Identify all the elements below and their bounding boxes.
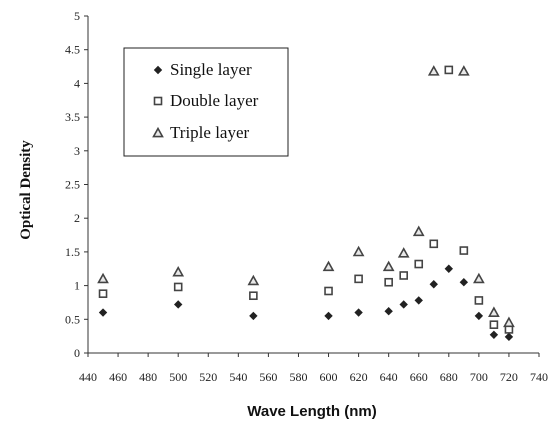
legend-label-double: Double layer — [170, 91, 259, 110]
data-point-single — [174, 300, 183, 309]
y-tick-label: 1.5 — [65, 245, 80, 259]
legend-marker-double — [153, 96, 163, 106]
data-point-single — [249, 311, 258, 321]
data-point-triple — [352, 245, 365, 257]
data-point-single — [459, 278, 469, 287]
x-tick-label: 460 — [109, 370, 127, 384]
data-point-double — [354, 274, 363, 284]
data-point-triple — [382, 260, 395, 272]
data-point-single — [384, 307, 393, 316]
data-point-double — [98, 289, 108, 298]
x-tick-label: 480 — [139, 370, 157, 384]
data-point-triple — [503, 316, 515, 328]
y-tick-label: 3 — [74, 144, 80, 158]
data-point-double — [414, 259, 424, 269]
data-point-double — [429, 239, 439, 249]
data-point-double — [474, 296, 484, 305]
data-point-triple — [457, 65, 470, 76]
data-point-triple — [97, 272, 109, 284]
legend-box — [123, 47, 289, 157]
data-point-double — [489, 320, 499, 329]
data-point-triple — [397, 247, 410, 258]
data-point-triple — [473, 272, 485, 284]
legend-label-single: Single layer — [170, 60, 252, 79]
data-point-triple — [488, 306, 500, 317]
x-tick-label: 720 — [500, 370, 518, 384]
data-point-triple — [247, 274, 260, 286]
x-tick-label: 560 — [259, 370, 277, 384]
data-point-single — [98, 308, 108, 317]
y-tick-label: 4.5 — [65, 43, 80, 57]
data-point-single — [444, 264, 453, 273]
data-point-single — [504, 332, 514, 342]
x-axis-label: Wave Length (nm) — [247, 403, 376, 420]
x-tick-label: 600 — [320, 370, 338, 384]
data-point-triple — [412, 225, 425, 237]
x-tick-label: 540 — [229, 370, 247, 384]
x-tick-label: 700 — [470, 370, 488, 384]
legend: Single layer Double layer Triple layer — [123, 47, 289, 157]
data-point-double — [399, 271, 409, 280]
legend-label-triple: Triple layer — [170, 123, 250, 142]
data-point-double — [173, 282, 183, 292]
y-tick-label: 0.5 — [65, 312, 80, 326]
x-tick-label: 580 — [289, 370, 307, 384]
y-axis-ticks: 0 0.5 1 1.5 2 2.5 3 3.5 4 4.5 5 — [65, 9, 88, 360]
data-point-triple — [172, 265, 185, 277]
y-tick-label: 4 — [74, 76, 80, 90]
data-points — [97, 65, 515, 342]
legend-marker-single — [153, 65, 163, 75]
data-point-single — [399, 300, 408, 309]
x-axis-ticks: 440 460 480 500 520 540 560 580 600 620 640 660 680 7… — [79, 353, 548, 384]
data-point-single — [414, 296, 423, 305]
y-tick-label: 2.5 — [65, 178, 80, 192]
data-point-double — [249, 291, 258, 301]
x-tick-label: 500 — [169, 370, 187, 384]
x-tick-label: 520 — [199, 370, 217, 384]
y-tick-label: 1 — [74, 279, 80, 293]
x-tick-label: 440 — [79, 370, 97, 384]
legend-marker-triple — [152, 126, 164, 138]
y-tick-label: 5 — [74, 9, 80, 23]
data-point-double — [384, 277, 393, 287]
x-tick-label: 620 — [350, 370, 368, 384]
data-point-double — [459, 246, 469, 255]
y-tick-label: 3.5 — [65, 110, 80, 124]
data-point-single — [429, 280, 438, 289]
x-tick-label: 680 — [440, 370, 458, 384]
data-point-double — [444, 65, 454, 75]
data-point-triple — [427, 65, 440, 76]
x-tick-label: 640 — [380, 370, 398, 384]
data-point-double — [324, 286, 333, 296]
data-point-single — [474, 311, 484, 321]
data-point-single — [354, 308, 363, 317]
x-tick-label: 660 — [410, 370, 428, 384]
y-tick-label: 0 — [74, 346, 80, 360]
data-point-triple — [322, 260, 335, 272]
data-point-single — [489, 330, 499, 340]
y-axis-label: Optical Density — [18, 140, 34, 240]
y-tick-label: 2 — [74, 211, 80, 225]
data-point-single — [324, 311, 333, 321]
x-tick-label: 740 — [530, 370, 548, 384]
